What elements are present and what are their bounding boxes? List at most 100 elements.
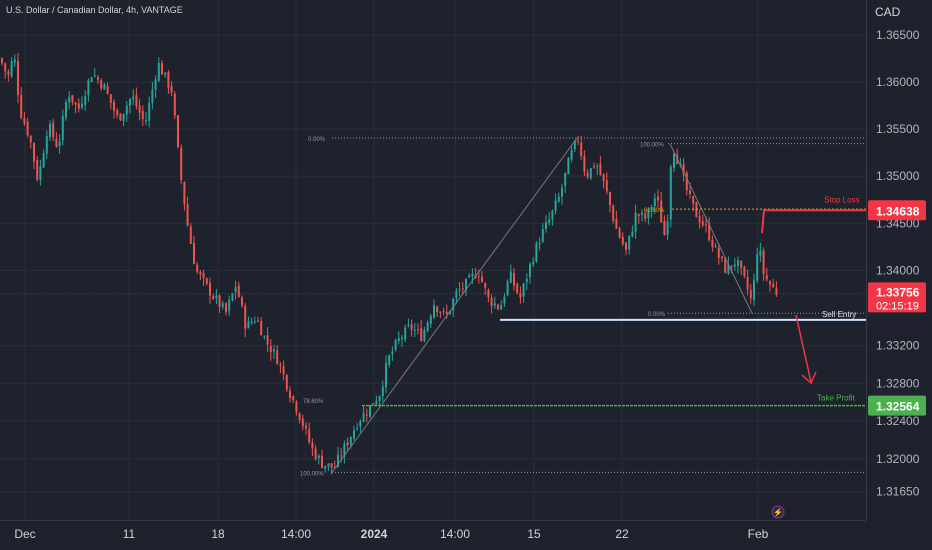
candle-body [663,220,666,236]
candle-body [362,412,365,422]
candle-body [586,172,589,177]
candle-body [42,153,45,168]
candle-body [471,273,474,277]
candle-body [311,442,314,449]
candle-body [260,321,263,336]
candle-body [241,297,243,306]
candle-body [580,142,583,157]
current-price-label: 1.33756 [876,285,920,299]
candle-body [628,235,631,250]
candle-body [349,436,352,445]
candle-body [717,248,720,258]
candle-body [401,337,403,340]
candle-body [733,264,736,267]
candle-body [765,275,768,280]
candle-body [404,327,407,340]
y-tick-label: 1.32800 [876,376,920,390]
candle-body [45,136,48,154]
candle-body [548,219,551,224]
candle-body [708,223,711,241]
candle-body [263,335,266,337]
candle-body [97,77,99,80]
candle-body [100,80,103,89]
candle-body [180,147,183,181]
candle-body [39,166,42,180]
candle-body [442,310,445,312]
candle-body [557,196,560,202]
candle-body [692,195,695,204]
candle-body [433,305,435,318]
candle-body [167,71,170,88]
candle-body [308,429,311,443]
x-tick-label: 11 [123,527,136,541]
candle-body [337,455,339,467]
candle-body [705,224,707,226]
candle-body [266,335,269,345]
candle-body [701,221,704,226]
candle-body [509,271,512,283]
x-tick-label: 2024 [361,527,388,541]
countdown-label: 02:15:19 [876,300,919,312]
candle-body [205,278,208,284]
candle-body [589,168,592,179]
candle-body [29,136,32,143]
candle-body [513,273,515,286]
candle-body [753,280,755,300]
candle-body [36,159,39,180]
lightning-icon: ⚡ [773,507,783,517]
candle-body [52,122,55,138]
candle-body [599,163,602,175]
candle-body [20,95,23,118]
candle-body [759,250,762,256]
candle-body [545,222,547,230]
candle-body [487,289,490,298]
stop-loss-badge-label: 1.34638 [876,204,920,218]
candle-body [497,304,499,309]
candle-body [132,96,135,100]
stop-loss-line[interactable] [761,209,866,234]
currency-label: CAD [875,5,901,19]
candle-body [209,282,211,296]
x-tick-label: 22 [615,527,629,541]
candle-body [660,200,663,223]
fib-a-low-label: 100.00% [300,471,324,477]
take-profit-badge [868,395,926,416]
candle-body [317,455,320,459]
projection-arrow-shaft [795,314,812,383]
candle-body [1,58,3,64]
candle-body [77,103,80,109]
candle-body [596,165,599,167]
symbol-title: U.S. Dollar / Canadian Dollar, 4h, VANTA… [6,5,183,15]
candle-body [356,428,359,430]
event-icon[interactable] [771,505,785,519]
candle-body [375,401,378,405]
candle-body [762,250,765,274]
candle-body [186,204,189,226]
fib-b-trendline [669,143,753,314]
candle-body [212,296,215,299]
candle-body [13,59,16,63]
candle-body [330,463,333,468]
candle-body [631,231,634,237]
candle-body [385,363,387,388]
candle-body [657,196,659,201]
candle-body [666,221,669,235]
candle-body [135,95,138,107]
y-tick-label: 1.33200 [876,339,920,353]
candle-body [506,281,509,296]
y-tick-label: 1.36000 [876,75,920,89]
candle-body [740,260,743,268]
candle-body [493,303,496,306]
candle-body [81,103,83,108]
candle-body [285,375,288,390]
candle-body [93,75,96,77]
fib-b-low-label: 0.00% [648,312,666,318]
candle-body [577,140,579,142]
candle-body [721,256,723,259]
candle-body [138,105,141,113]
candle-body [327,463,330,467]
candle-body [481,276,483,282]
current-price-badge [868,282,926,313]
